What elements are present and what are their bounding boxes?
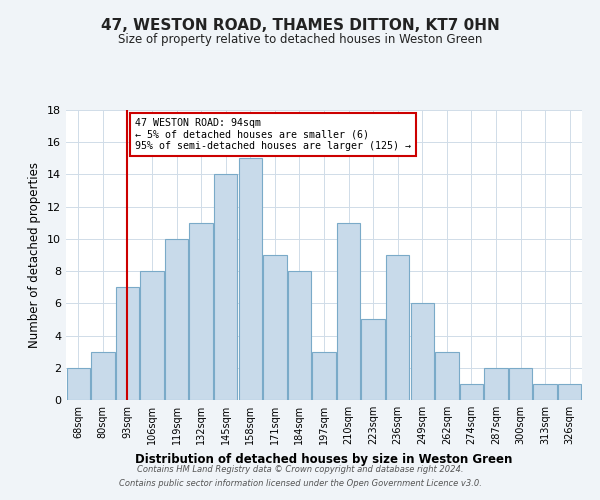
Bar [313, 352, 335, 400]
Bar [460, 384, 483, 400]
Bar [361, 320, 385, 400]
Bar [484, 368, 508, 400]
Bar [214, 174, 238, 400]
X-axis label: Distribution of detached houses by size in Weston Green: Distribution of detached houses by size … [136, 452, 512, 466]
Bar [288, 271, 311, 400]
Bar [190, 223, 213, 400]
Bar [533, 384, 557, 400]
Bar [140, 271, 164, 400]
Bar [263, 255, 287, 400]
Text: 47 WESTON ROAD: 94sqm
← 5% of detached houses are smaller (6)
95% of semi-detach: 47 WESTON ROAD: 94sqm ← 5% of detached h… [135, 118, 411, 152]
Bar [91, 352, 115, 400]
Bar [67, 368, 90, 400]
Text: Size of property relative to detached houses in Weston Green: Size of property relative to detached ho… [118, 32, 482, 46]
Text: Contains HM Land Registry data © Crown copyright and database right 2024.
Contai: Contains HM Land Registry data © Crown c… [119, 466, 481, 487]
Y-axis label: Number of detached properties: Number of detached properties [28, 162, 41, 348]
Bar [165, 239, 188, 400]
Bar [558, 384, 581, 400]
Bar [435, 352, 458, 400]
Text: 47, WESTON ROAD, THAMES DITTON, KT7 0HN: 47, WESTON ROAD, THAMES DITTON, KT7 0HN [101, 18, 499, 32]
Bar [337, 223, 360, 400]
Bar [239, 158, 262, 400]
Bar [116, 287, 139, 400]
Bar [410, 304, 434, 400]
Bar [509, 368, 532, 400]
Bar [386, 255, 409, 400]
